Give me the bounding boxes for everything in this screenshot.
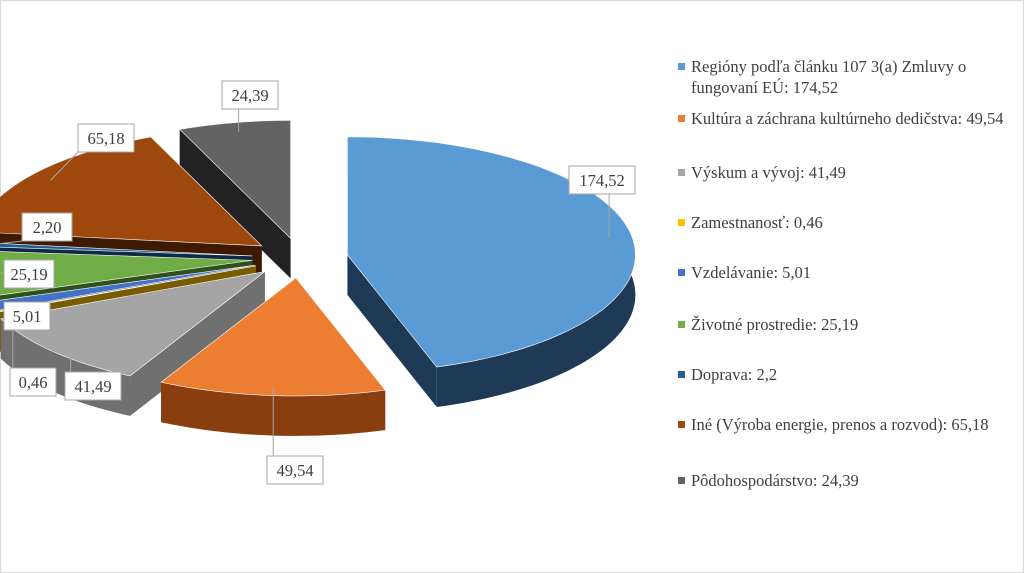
leader-line — [50, 151, 79, 181]
legend: Regióny podľa článku 107 3(a) Zmluvy o f… — [678, 56, 1014, 496]
legend-swatch — [678, 63, 685, 70]
pie-slice — [179, 120, 291, 279]
data-label-box — [221, 80, 279, 110]
legend-label: Vzdelávanie: 5,01 — [691, 263, 812, 282]
legend-swatch — [678, 115, 685, 122]
legend-swatch — [678, 269, 685, 276]
legend-label: Doprava: 2,2 — [691, 365, 778, 384]
pie-slice — [347, 136, 636, 408]
data-label-box — [77, 123, 135, 153]
leader-line — [0, 240, 23, 245]
legend-label: Životné prostredie: 25,19 — [691, 315, 859, 334]
legend-swatch — [678, 169, 685, 176]
data-label: 2,20 — [33, 218, 62, 237]
data-label-box — [64, 371, 122, 401]
data-label: 0,46 — [19, 373, 48, 392]
legend-swatch — [678, 421, 685, 428]
data-label-box — [568, 165, 636, 195]
legend-swatch — [678, 219, 685, 226]
legend-label: Kultúra a záchrana kultúrneho dedičstva:… — [691, 109, 1004, 128]
pie-slice-wall — [347, 254, 437, 408]
legend-item: Iné (Výroba energie, prenos a rozvod): 6… — [678, 414, 1024, 435]
data-label: 65,18 — [87, 129, 124, 148]
legend-item: Zamestnanosť: 0,46 — [678, 212, 1024, 233]
legend-swatch — [678, 321, 685, 328]
legend-item: Doprava: 2,2 — [678, 364, 1024, 385]
legend-item: Výskum a vývoj: 41,49 — [678, 162, 1024, 183]
data-label: 25,19 — [10, 265, 47, 284]
legend-label: Regióny podľa článku 107 3(a) Zmluvy o f… — [691, 57, 967, 97]
legend-item: Vzdelávanie: 5,01 — [678, 262, 1024, 283]
legend-item: Kultúra a záchrana kultúrneho dedičstva:… — [678, 108, 1024, 129]
legend-label: Pôdohospodárstvo: 24,39 — [691, 471, 859, 490]
data-label-box — [9, 367, 57, 397]
data-label-box — [21, 212, 73, 242]
pie-slice-top — [0, 251, 253, 296]
legend-item: Regióny podľa článku 107 3(a) Zmluvy o f… — [678, 56, 1024, 98]
data-labels-layer: 174,52 49,54 41,49 0,46 5,01 25,19 2,20 65,18 24… — [3, 80, 636, 485]
legend-swatch — [678, 371, 685, 378]
pie-slice-top — [160, 277, 386, 397]
legend-label: Výskum a vývoj: 41,49 — [691, 163, 846, 182]
data-label: 24,39 — [231, 86, 268, 105]
pie-slice-top — [0, 265, 256, 313]
data-label-box — [3, 259, 55, 289]
legend-label: Zamestnanosť: 0,46 — [691, 213, 823, 232]
data-label: 49,54 — [276, 461, 313, 480]
legend-label: Iné (Výroba energie, prenos a rozvod): 6… — [691, 415, 989, 434]
pie-slice-top — [0, 243, 253, 257]
data-label-box — [266, 455, 324, 485]
legend-swatch — [678, 477, 685, 484]
data-label: 41,49 — [74, 377, 111, 396]
pie-slice-wall — [179, 129, 291, 279]
legend-item: Pôdohospodárstvo: 24,39 — [678, 470, 1024, 491]
legend-item: Životné prostredie: 25,19 — [678, 314, 1024, 335]
data-label: 5,01 — [13, 307, 42, 326]
pie-slice-top — [179, 120, 291, 240]
data-label: 174,52 — [579, 171, 624, 190]
pie-slice-top — [347, 136, 636, 368]
data-label-box — [3, 301, 51, 331]
